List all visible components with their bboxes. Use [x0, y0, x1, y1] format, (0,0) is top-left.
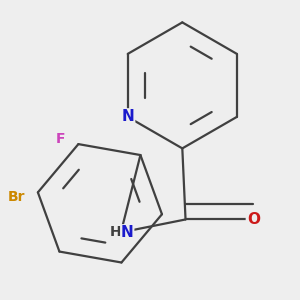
Text: O: O [247, 212, 260, 227]
Text: F: F [56, 132, 65, 146]
Text: N: N [121, 225, 134, 240]
Text: H: H [109, 225, 121, 239]
Text: Br: Br [8, 190, 26, 204]
Text: N: N [122, 110, 134, 124]
